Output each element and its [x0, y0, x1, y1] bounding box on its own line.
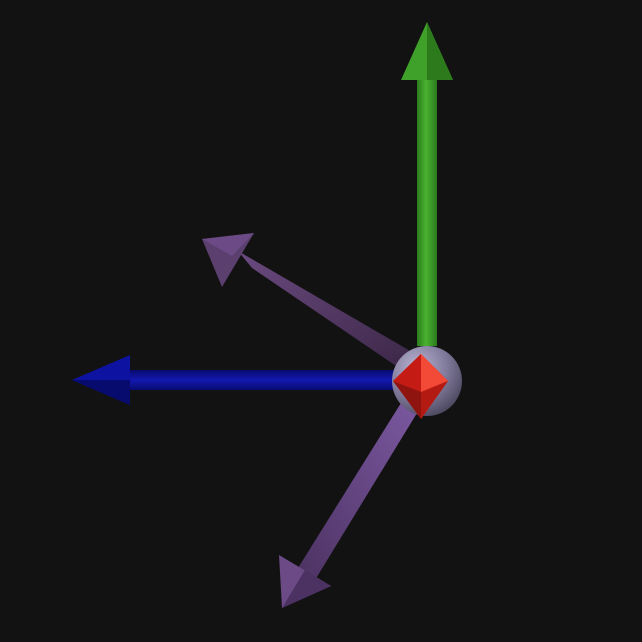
octahedron-face-mid — [393, 354, 421, 392]
octahedron-face-shade — [421, 381, 448, 419]
origin-marker[interactable] — [392, 346, 462, 419]
purple-upper-arrow-shaft[interactable] — [238, 251, 412, 370]
purple-upper-arrow-head-light — [202, 233, 254, 256]
octahedron-face-light — [421, 354, 448, 392]
purple-lower-arrow-shaft[interactable] — [298, 403, 417, 580]
green-arrow-head-shade — [427, 22, 453, 80]
purple-lower-left-arrow[interactable] — [279, 403, 417, 608]
green-arrow-shaft[interactable] — [417, 78, 437, 346]
blue-arrow-head-shade — [72, 380, 130, 405]
octahedron-face-dark — [393, 381, 421, 419]
blue-arrow-shaft[interactable] — [126, 370, 394, 390]
purple-lower-arrow-head-shade — [282, 570, 331, 608]
green-up-arrow[interactable] — [401, 22, 453, 346]
blue-left-arrow[interactable] — [72, 355, 394, 405]
purple-upper-left-arrow[interactable] — [202, 233, 412, 370]
